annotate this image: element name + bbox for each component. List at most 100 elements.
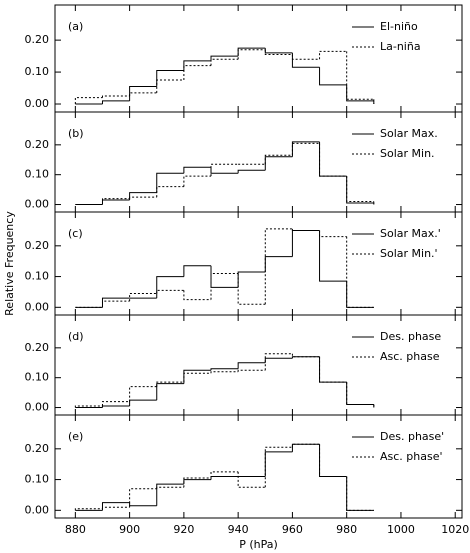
histogram-step	[237, 362, 266, 369]
histogram-step	[129, 85, 157, 101]
histogram-step	[156, 383, 184, 401]
histogram-step	[101, 300, 130, 308]
panel-label: (e)	[68, 430, 83, 443]
panel-label: (b)	[68, 127, 84, 140]
legend-label: Solar Min.	[380, 147, 435, 160]
histogram-step	[156, 79, 184, 93]
panel-label: (a)	[68, 20, 83, 33]
histogram-step	[291, 228, 320, 231]
histogram-step	[156, 276, 184, 299]
histogram-step	[319, 356, 347, 383]
histogram-step	[346, 236, 374, 308]
y-tick-label: 0.00	[25, 300, 50, 313]
histogram-step	[346, 281, 374, 308]
legend-label: Asc. phase'	[380, 450, 443, 463]
histogram-step	[210, 58, 239, 66]
y-tick-label: 0.00	[25, 401, 50, 414]
plot-frame	[54, 414, 463, 519]
y-tick-label: 0.20	[25, 239, 50, 252]
x-axis-label: P (hPa)	[239, 538, 278, 551]
histogram-step	[264, 446, 293, 488]
histogram-step	[291, 353, 320, 358]
histogram-step	[210, 471, 239, 479]
histogram-step	[156, 381, 184, 387]
histogram-step	[237, 471, 266, 488]
histogram-step	[101, 95, 130, 98]
histogram-step	[183, 477, 212, 488]
x-tick-label: 980	[336, 523, 357, 536]
histogram-step	[129, 488, 157, 508]
histogram-step	[210, 265, 239, 288]
x-tick-label: 900	[119, 523, 140, 536]
panel-label: (c)	[68, 227, 83, 240]
histogram-step	[129, 292, 157, 302]
histogram-step	[129, 502, 157, 507]
y-tick-label: 0.20	[25, 341, 50, 354]
y-tick-label: 0.20	[25, 33, 50, 46]
histogram-step	[319, 67, 347, 86]
histogram-step	[210, 55, 239, 61]
y-tick-label: 0.20	[25, 138, 50, 151]
x-tick-label: 1020	[441, 523, 469, 536]
x-tick-label: 920	[173, 523, 194, 536]
histogram-step	[346, 84, 374, 102]
histogram-step	[183, 290, 212, 301]
histogram-step	[156, 69, 184, 87]
y-axis-label: Relative Frequency	[3, 211, 16, 316]
histogram-step	[264, 353, 293, 371]
histogram-step	[346, 176, 374, 204]
histogram-step	[264, 357, 293, 363]
legend-label: Solar Min.'	[380, 247, 438, 260]
histogram-step	[264, 256, 293, 272]
histogram-step	[210, 371, 239, 374]
histogram-step	[183, 372, 212, 383]
histogram-step	[264, 228, 293, 305]
histogram-step	[291, 54, 320, 60]
histogram-step	[346, 476, 374, 511]
histogram-step	[264, 451, 293, 477]
y-tick-label: 0.10	[25, 65, 50, 78]
histogram-step	[264, 156, 293, 171]
histogram-step	[156, 172, 184, 193]
histogram-step	[74, 405, 103, 408]
histogram-step	[183, 175, 212, 187]
x-tick-label: 1000	[387, 523, 415, 536]
histogram-step	[101, 405, 130, 408]
histogram-step	[210, 167, 239, 174]
histogram-step	[101, 198, 130, 205]
legend-label: Solar Max.	[380, 127, 438, 140]
histogram-step	[129, 399, 157, 407]
histogram-step	[291, 443, 320, 448]
histogram-step	[183, 65, 212, 81]
legend-label: Des. phase	[380, 330, 441, 343]
x-tick-label: 940	[228, 523, 249, 536]
histogram-step	[156, 186, 184, 198]
y-tick-label: 0.10	[25, 168, 50, 181]
histogram-step	[101, 297, 130, 308]
y-tick-label: 0.10	[25, 473, 50, 486]
histogram-step	[101, 100, 130, 105]
histogram-step	[237, 169, 266, 174]
histogram-step	[183, 479, 212, 485]
y-tick-label: 0.10	[25, 371, 50, 384]
x-tick-label: 960	[282, 523, 303, 536]
histogram-step	[156, 483, 184, 506]
histogram-step	[101, 506, 130, 509]
histogram-step	[74, 508, 103, 511]
y-tick-label: 0.20	[25, 442, 50, 455]
histogram-step	[156, 486, 184, 489]
legend-label: La-niña	[380, 40, 421, 53]
histogram-step	[129, 386, 157, 402]
histogram-step	[74, 97, 103, 105]
y-tick-label: 0.00	[25, 198, 50, 211]
histogram-step	[319, 356, 347, 383]
histogram-step	[183, 166, 212, 174]
histogram-step	[291, 229, 320, 257]
histogram-step	[346, 382, 374, 406]
y-tick-label: 0.00	[25, 97, 50, 110]
histogram-step	[346, 51, 374, 100]
histogram-step	[237, 369, 266, 372]
histogram-step	[237, 273, 266, 305]
histogram-step	[346, 382, 374, 406]
